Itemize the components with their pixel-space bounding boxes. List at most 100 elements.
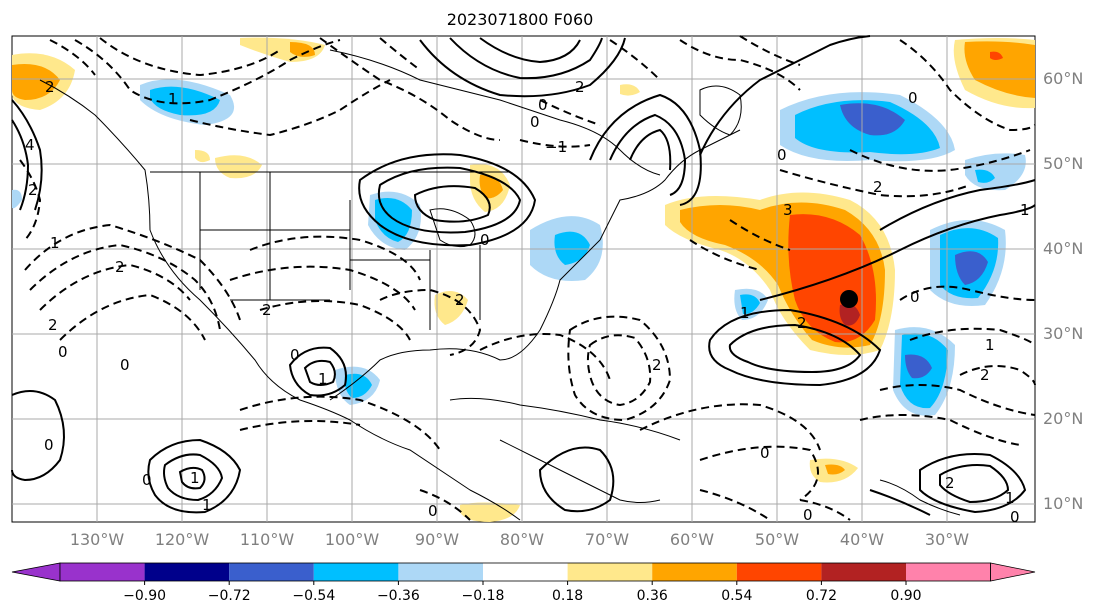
contour-label: 2	[262, 301, 272, 319]
contour-label: 1	[1020, 201, 1030, 219]
lat-label: 10°N	[1043, 494, 1083, 513]
contour-label: 0	[44, 436, 54, 454]
positive-anomaly-newfoundland	[620, 84, 640, 96]
map-title: 2023071800 F060	[446, 10, 594, 29]
anomaly-shading	[12, 37, 1035, 522]
contour-label: 1	[50, 234, 60, 252]
lon-label: 50°W	[755, 530, 799, 549]
colorbar-segment	[906, 563, 991, 581]
colorbar-segment	[652, 563, 737, 581]
contour-label: 0	[908, 89, 918, 107]
lon-label: 110°W	[240, 530, 295, 549]
lon-label: 60°W	[670, 530, 714, 549]
colorbar-tick-label: 0.18	[552, 588, 583, 604]
contour-label: 1	[318, 370, 328, 388]
contour-label: 0	[530, 113, 540, 131]
contour-label: 2	[945, 474, 955, 492]
colorbar-segment	[144, 563, 230, 581]
colorbar-tick-label: −0.72	[208, 588, 251, 604]
contour-lines	[11, 35, 1036, 516]
coastlines	[39, 49, 961, 521]
lat-label: 50°N	[1043, 154, 1083, 173]
lon-label: 80°W	[500, 530, 544, 549]
colorbar-segment	[398, 563, 483, 581]
lon-label: 30°W	[925, 530, 969, 549]
contour-label: 0	[120, 356, 130, 374]
negative-anomaly-pacific-edge	[12, 189, 22, 209]
positive-anomaly-central-america	[460, 502, 520, 522]
contour-label: 0	[538, 96, 548, 114]
colorbar-segment	[821, 563, 906, 581]
colorbar-segment	[567, 563, 653, 581]
negative-anomaly-subtropical-core	[905, 354, 932, 379]
lat-label: 40°N	[1043, 239, 1083, 258]
contour-label: 1	[985, 336, 995, 354]
positive-anomaly-sw-atlantic-core	[825, 464, 845, 475]
colorbar-segment	[229, 563, 314, 581]
colorbar-extend-high	[990, 562, 1036, 582]
contour-value-labels: 4 2 2 1 −1 0 0 2 0 2 3 2 1 0 1 2 2 0 0 0…	[25, 78, 1030, 526]
contour-label: 2	[797, 314, 807, 332]
colorbar-tick-label: −0.18	[462, 588, 505, 604]
colorbar-tick-label: −0.54	[292, 588, 335, 604]
contour-label: 1	[168, 90, 178, 108]
negative-anomaly-ne-atlantic-core	[975, 169, 995, 183]
contour-label: 3	[783, 201, 793, 219]
lon-label: 120°W	[155, 530, 210, 549]
colorbar-tick-label: −0.36	[377, 588, 420, 604]
contour-label: 0	[910, 288, 920, 306]
contour-label: 0	[803, 506, 813, 524]
contour-label: 2	[115, 258, 125, 276]
negative-anomaly-n-atlantic-core	[840, 103, 905, 136]
contour-label: −1	[545, 138, 567, 156]
positive-anomaly-atlantic-max	[839, 303, 860, 326]
contour-label: 2	[28, 181, 38, 199]
positive-anomaly-nw-core	[12, 64, 60, 100]
position-marker	[840, 290, 858, 308]
colorbar-segment	[60, 563, 145, 581]
contour-label: 1	[1005, 489, 1015, 507]
lon-label: 90°W	[415, 530, 459, 549]
contour-label: 2	[48, 316, 58, 334]
colorbar-segment	[736, 563, 822, 581]
latitude-labels: 60°N 50°N 40°N 30°N 20°N 10°N	[1043, 69, 1083, 513]
colorbar-tick-label: 0.90	[890, 588, 921, 604]
contour-label: 2	[652, 356, 662, 374]
colorbar-tick-label: 0.54	[721, 588, 752, 604]
contour-label: 1	[202, 496, 212, 514]
contour-label: 0	[142, 471, 152, 489]
positive-anomaly-cape	[195, 150, 210, 163]
contour-label: 0	[760, 444, 770, 462]
contour-label: 1	[740, 304, 750, 322]
lon-label: 130°W	[70, 530, 125, 549]
lat-label: 20°N	[1043, 409, 1083, 428]
contour-label: 0	[58, 343, 68, 361]
negative-anomaly-east-coast-core	[554, 231, 590, 265]
positive-anomaly-ne-core	[964, 41, 1035, 98]
map-panel: 4 2 2 1 −1 0 0 2 0 2 3 2 1 0 1 2 2 0 0 0…	[11, 35, 1036, 526]
lat-label: 30°N	[1043, 324, 1083, 343]
contour-label: 4	[25, 136, 35, 154]
lon-label: 70°W	[585, 530, 629, 549]
colorbar-extend-low	[11, 562, 61, 582]
contour-label: 2	[45, 78, 55, 96]
longitude-labels: 130°W 120°W 110°W 100°W 90°W 80°W 70°W 6…	[70, 530, 969, 549]
positive-anomaly-ne-max	[990, 51, 1003, 60]
negative-contour-lines	[19, 35, 1036, 521]
negative-anomaly-mexico-core	[344, 373, 372, 398]
contour-label: 0	[1010, 508, 1020, 526]
contour-label: 0	[480, 231, 490, 249]
contour-label: 2	[455, 291, 465, 309]
colorbar-tick-label: 0.72	[806, 588, 837, 604]
lon-label: 100°W	[325, 530, 380, 549]
colorbar-tick-label: 0.36	[637, 588, 668, 604]
contour-label: 2	[980, 366, 990, 384]
contour-label: 0	[290, 346, 300, 364]
colorbar-segment	[313, 563, 399, 581]
colorbar: −0.90 −0.72 −0.54 −0.36 −0.18 0.18 0.36 …	[11, 562, 1036, 604]
lat-label: 60°N	[1043, 69, 1083, 88]
negative-anomaly-mid-atlantic-core	[740, 294, 760, 315]
contour-label: 0	[428, 502, 438, 520]
colorbar-tick-label: −0.90	[123, 588, 166, 604]
